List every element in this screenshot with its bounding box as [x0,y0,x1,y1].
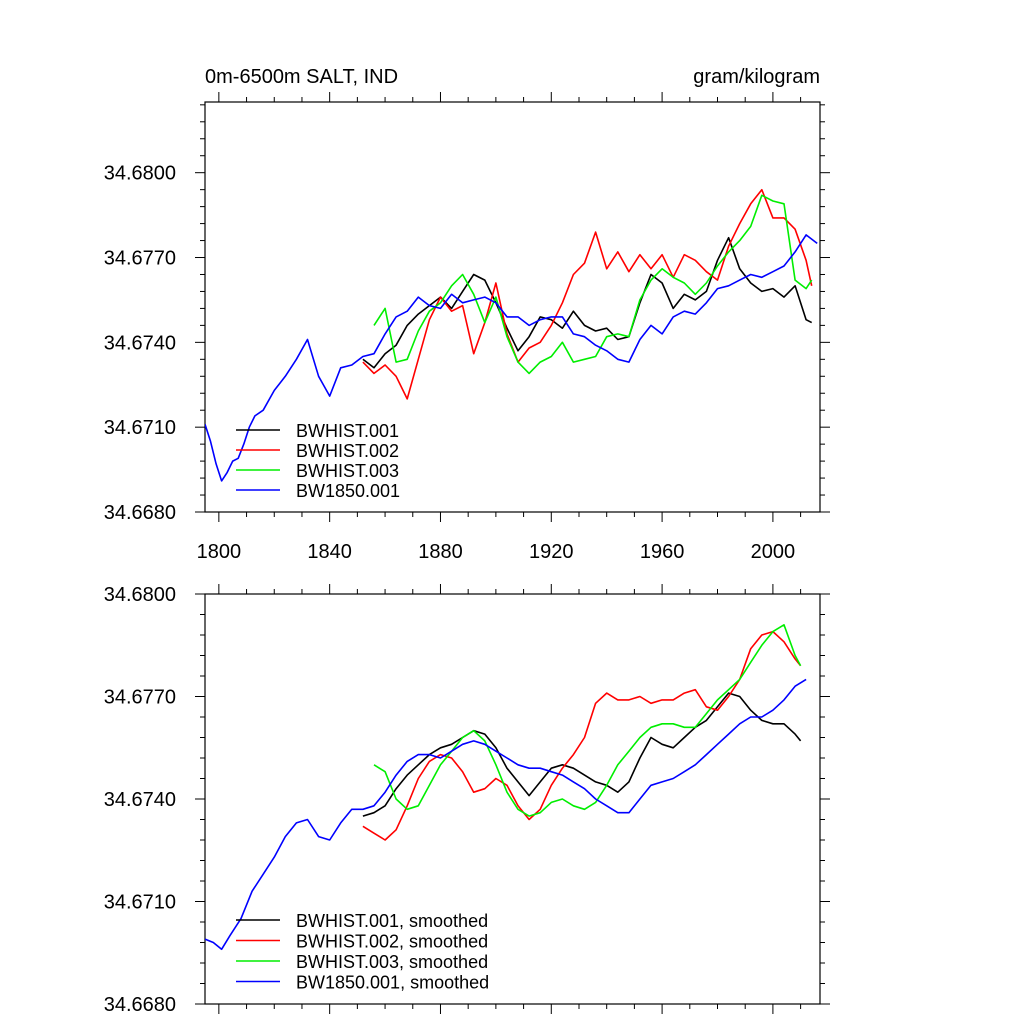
series-line [373,623,802,817]
y-tick-label: 34.6680 [104,994,176,1016]
x-tick-label: 1880 [418,541,463,563]
legend-label: BWHIST.001 [296,421,399,441]
legend-label: BWHIST.002, smoothed [296,932,488,952]
x-tick-label: 1840 [307,541,352,563]
series-line [362,236,813,369]
chart-title: 0m-6500m SALT, IND [205,66,398,88]
y-tick-label: 34.6740 [104,789,176,811]
x-tick-label: 1800 [197,541,242,563]
legend-label: BWHIST.003, smoothed [296,952,488,972]
legend-label: BWHIST.003 [296,461,399,481]
x-tick-label: 1960 [640,541,685,563]
series-line [205,234,818,482]
series-line [373,194,813,375]
legend-label: BWHIST.002 [296,441,399,461]
y-tick-label: 34.6770 [104,248,176,270]
legend-label: BW1850.001 [296,481,400,501]
y-tick-label: 34.6710 [104,417,176,439]
top-panel: 34.6680 34.6710 34.6740 34.6770 34.6800 1800 1… [104,66,830,563]
y-tick-label: 34.6680 [104,502,176,524]
x-tick-label: 2000 [751,541,796,563]
series-line [362,692,802,817]
legend-label: BWHIST.001, smoothed [296,911,488,931]
units-label: gram/kilogram [693,66,820,88]
legend-label: BW1850.001, smoothed [296,973,489,993]
y-tick-label: 34.6740 [104,332,176,354]
y-tick-label: 34.6800 [104,163,176,185]
y-tick-label: 34.6710 [104,892,176,914]
x-tick-label: 1920 [529,541,574,563]
y-tick-label: 34.6800 [104,584,176,606]
y-tick-label: 34.6770 [104,687,176,709]
series-line [205,678,807,951]
plot-frame [204,101,821,513]
bottom-panel: 34.6680 34.6710 34.6740 34.6770 34.6800 BWHIS… [104,584,830,1016]
series-line [362,188,813,400]
